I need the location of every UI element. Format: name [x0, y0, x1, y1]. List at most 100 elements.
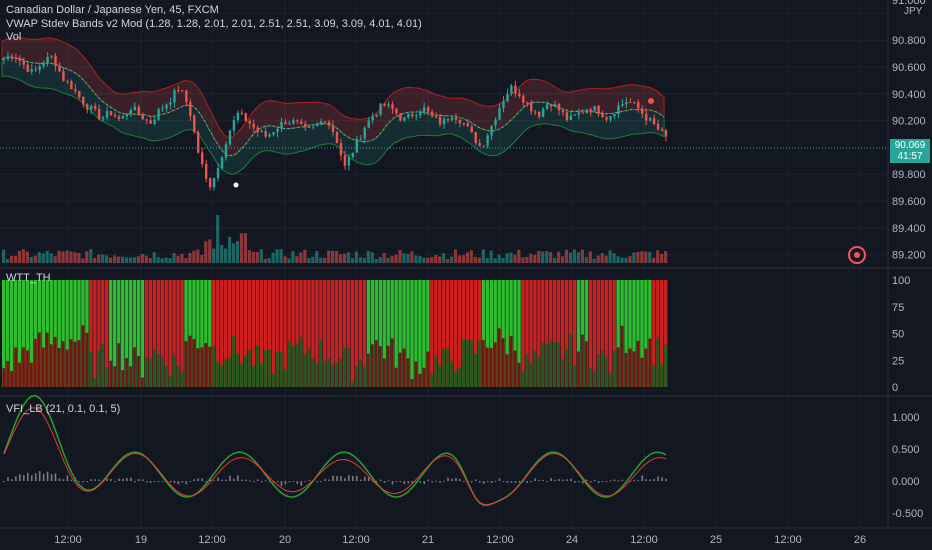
vwap-legend[interactable]: VWAP Stdev Bands v2 Mod (1.28, 1.28, 2.0…	[6, 18, 422, 30]
vfi-hist-bar	[570, 478, 572, 482]
candle	[101, 115, 105, 122]
price-axis[interactable]: 91.000 90.800 90.600 90.400 90.200 89.800 89.6…	[892, 0, 926, 262]
vfi-hist-bar	[245, 479, 247, 482]
candle	[93, 102, 97, 112]
vfi-hist-bar	[141, 479, 144, 482]
vfi-hist-bar	[177, 481, 180, 485]
time-axis[interactable]: 12:00 19 12:00 20 12:00 21 12:00 24 12:00 25 12:00…	[54, 534, 866, 546]
wtt-bar	[220, 280, 224, 387]
volume-bar	[93, 257, 97, 263]
volume-bar	[176, 255, 180, 263]
price-pane[interactable]	[0, 36, 888, 263]
wtt-bar	[299, 280, 303, 387]
volume-bar	[124, 257, 129, 263]
wtt-legend[interactable]: WTT_TH	[6, 272, 51, 284]
candle	[458, 118, 462, 128]
volume-bar	[9, 255, 14, 263]
volume-bar	[97, 254, 101, 263]
vfi-axis[interactable]: 1.000 0.500 0.000 -0.500	[892, 412, 923, 520]
volume-bar	[457, 255, 462, 263]
wtt-bar	[239, 280, 244, 387]
candle	[264, 126, 267, 139]
vfi-tick-label: -0.500	[892, 508, 923, 520]
wtt-bar	[275, 280, 279, 387]
wtt-bar	[632, 280, 636, 387]
vfi-hist-bar	[490, 481, 493, 484]
wtt-bar	[45, 280, 49, 387]
candle	[430, 109, 434, 118]
vfi-hist-bar	[280, 481, 283, 487]
candle	[411, 113, 414, 119]
wtt-bar	[624, 280, 628, 387]
volume-bar	[453, 249, 458, 263]
volume-bar	[2, 249, 6, 263]
wtt-bar	[81, 280, 85, 387]
wtt-bar	[604, 280, 608, 387]
vfi-legend[interactable]: VFI_LB (21, 0.1, 0.1, 5)	[6, 403, 121, 415]
vfi-hist-bar	[42, 474, 45, 482]
volume-bar	[319, 257, 323, 263]
vol-legend[interactable]: Vol	[6, 31, 22, 43]
wtt-bar	[331, 280, 335, 387]
vfi-hist-bar	[161, 481, 164, 483]
candle	[474, 131, 477, 146]
vfi-hist-bar	[494, 480, 497, 482]
vfi-hist-bar	[145, 481, 148, 483]
wtt-bar	[374, 280, 379, 387]
wtt-bar	[648, 280, 652, 387]
wtt-bar	[73, 280, 77, 387]
vfi-pane[interactable]	[3, 394, 667, 506]
candle	[434, 112, 438, 119]
vfi-hist-bar	[502, 481, 505, 483]
volume-bar	[370, 252, 374, 263]
vfi-hist-bar	[395, 481, 398, 483]
candle	[300, 118, 303, 126]
volume-bar	[346, 252, 351, 263]
volume-bar	[473, 256, 477, 263]
candle	[399, 113, 402, 122]
wtt-bar	[77, 280, 81, 387]
volume-bar	[113, 255, 117, 263]
symbol-legend[interactable]: Canadian Dollar / Japanese Yen, 45, FXCM	[6, 4, 219, 16]
time-tick-label: 12:00	[198, 534, 226, 546]
candle	[617, 101, 620, 118]
volume-bar	[227, 236, 232, 263]
wtt-pane[interactable]	[2, 280, 668, 387]
candle	[117, 114, 121, 122]
wtt-bar	[283, 280, 287, 387]
vfi-hist-bar	[352, 475, 354, 482]
volume-bar	[553, 258, 557, 263]
wtt-bar	[636, 280, 640, 387]
vfi-hist-bar	[661, 477, 663, 482]
candle	[78, 90, 81, 100]
volume-bar	[243, 233, 247, 263]
candle	[181, 89, 184, 92]
volume-bar	[251, 251, 255, 263]
wtt-axis[interactable]: 100 75 50 25 0	[892, 275, 910, 394]
candle	[419, 109, 422, 119]
candle	[533, 109, 537, 116]
vfi-hist-bar	[70, 479, 73, 482]
last-price-value: 90.069	[894, 140, 926, 151]
vfi-hist-bar	[407, 481, 410, 484]
vfi-hist-bar	[78, 481, 81, 483]
vfi-hist-bar	[574, 481, 576, 483]
vfi-hist-bar	[173, 481, 176, 483]
volume-bar	[640, 251, 644, 263]
wtt-bar	[564, 280, 569, 387]
volume-bar	[327, 250, 331, 263]
volume-bar	[560, 256, 565, 263]
vfi-hist-bar	[209, 479, 211, 482]
alert-icon[interactable]	[848, 246, 866, 264]
candle	[609, 115, 612, 123]
price-tick-label: 90.400	[892, 89, 926, 101]
vfi-hist-bar	[328, 479, 330, 482]
volume-bar	[144, 255, 148, 263]
wtt-bar	[323, 280, 327, 387]
vwap-lower-band	[1, 57, 665, 175]
candle	[633, 101, 636, 105]
candle	[272, 131, 275, 137]
candle	[648, 116, 652, 122]
wtt-bar	[271, 280, 275, 387]
